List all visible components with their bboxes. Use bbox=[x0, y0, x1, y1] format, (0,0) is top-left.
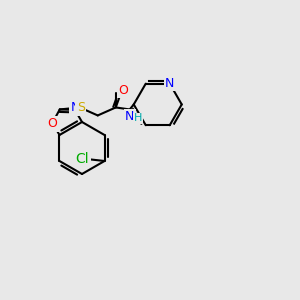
Text: N: N bbox=[125, 110, 134, 123]
Text: Cl: Cl bbox=[76, 152, 89, 166]
Text: O: O bbox=[47, 117, 57, 130]
Text: N: N bbox=[70, 101, 80, 114]
Text: N: N bbox=[165, 77, 174, 90]
Text: S: S bbox=[77, 101, 85, 114]
Text: H: H bbox=[134, 113, 142, 123]
Text: O: O bbox=[118, 84, 128, 97]
